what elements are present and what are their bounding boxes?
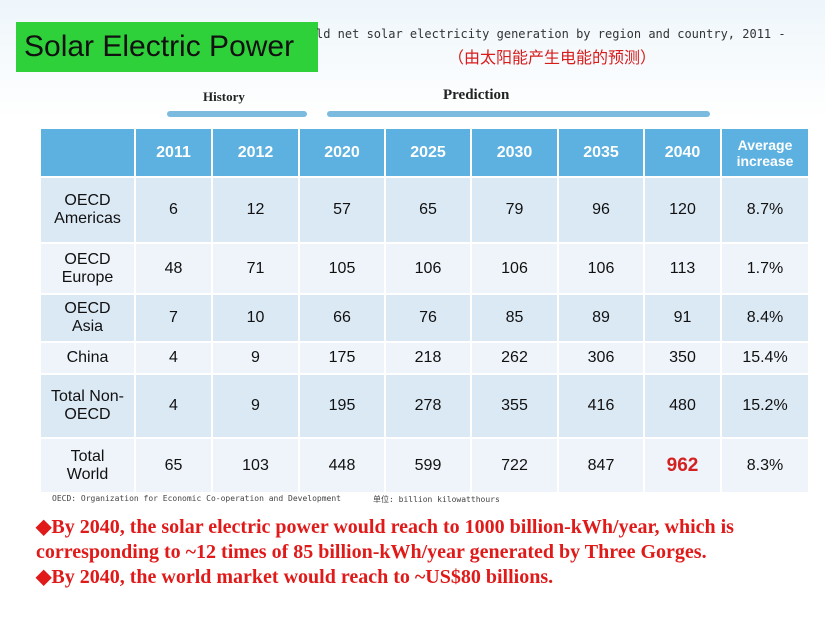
region-line: Total Non- xyxy=(51,388,124,405)
table-header-row: 2011 2012 2020 2025 2030 2035 2040 Avera… xyxy=(41,129,810,177)
region-line: Asia xyxy=(71,318,104,335)
highlighted-value-cell: 962 xyxy=(644,437,722,492)
region-line: Americas xyxy=(54,210,121,227)
bullet-list: ◆By 2040, the solar electric power would… xyxy=(36,515,816,590)
region-line: World xyxy=(66,465,109,483)
history-label: History xyxy=(203,89,245,104)
prediction-bracket xyxy=(327,111,710,117)
region-line: OECD xyxy=(64,192,111,209)
value-cell: 9 xyxy=(212,373,300,438)
value-cell: 71 xyxy=(212,242,300,294)
value-cell: 106 xyxy=(558,242,645,294)
value-cell: 85 xyxy=(471,293,559,342)
average-cell: 8.4% xyxy=(721,293,810,342)
column-header: 2020 xyxy=(299,129,386,177)
value-cell: 7 xyxy=(135,293,213,342)
value-cell: 66 xyxy=(299,293,386,342)
value-cell: 9 xyxy=(212,341,300,374)
value-cell: 91 xyxy=(644,293,722,342)
table-row: China 4 9 175 218 262 306 350 15.4% xyxy=(41,341,810,374)
column-header: 2025 xyxy=(385,129,472,177)
value-cell: 79 xyxy=(471,176,559,243)
value-cell: 448 xyxy=(299,437,386,492)
value-cell: 278 xyxy=(385,373,472,438)
value-cell: 262 xyxy=(471,341,559,374)
column-header xyxy=(41,129,136,177)
region-line: China xyxy=(66,349,109,366)
region-cell: Total World xyxy=(41,437,136,492)
value-cell: 722 xyxy=(471,437,559,492)
value-cell: 350 xyxy=(644,341,722,374)
bullet-point: ◆By 2040, the world market would reach t… xyxy=(36,566,554,588)
value-cell: 218 xyxy=(385,341,472,374)
value-cell: 195 xyxy=(299,373,386,438)
value-cell: 89 xyxy=(558,293,645,342)
value-cell: 105 xyxy=(299,242,386,294)
column-header: 2011 xyxy=(135,129,213,177)
history-bracket xyxy=(167,111,307,117)
region-cell: OECD Asia xyxy=(41,293,136,342)
region-line: OECD xyxy=(64,406,111,423)
table-row: Total World 65 103 448 599 722 847 962 8.… xyxy=(41,437,810,492)
table-row: OECD Europe 48 71 105 106 106 106 113 1.7… xyxy=(41,242,810,294)
slide-title: Solar Electric Power xyxy=(16,22,318,72)
region-line: Total xyxy=(70,447,105,465)
column-header: 2012 xyxy=(212,129,300,177)
value-cell: 175 xyxy=(299,341,386,374)
value-cell: 65 xyxy=(385,176,472,243)
table-row: OECD Americas 6 12 57 65 79 96 120 8.7% xyxy=(41,176,810,243)
table-source-title: ld net solar electricity generation by r… xyxy=(316,27,786,41)
value-cell: 10 xyxy=(212,293,300,342)
value-cell: 106 xyxy=(385,242,472,294)
column-header: 2030 xyxy=(471,129,559,177)
footnote-oecd: OECD: Organization for Economic Co-opera… xyxy=(52,494,341,503)
value-cell: 12 xyxy=(212,176,300,243)
value-cell: 355 xyxy=(471,373,559,438)
average-cell: 1.7% xyxy=(721,242,810,294)
table-chinese-title: （由太阳能产生电能的预测） xyxy=(448,48,657,67)
value-cell: 306 xyxy=(558,341,645,374)
table-row: OECD Asia 7 10 66 76 85 89 91 8.4% xyxy=(41,293,810,342)
region-cell: OECD Americas xyxy=(41,176,136,243)
region-line: Europe xyxy=(61,268,114,286)
average-cell: 15.2% xyxy=(721,373,810,438)
value-cell: 599 xyxy=(385,437,472,492)
average-cell: 15.4% xyxy=(721,341,810,374)
value-cell: 4 xyxy=(135,373,213,438)
value-cell: 48 xyxy=(135,242,213,294)
value-cell: 96 xyxy=(558,176,645,243)
value-cell: 847 xyxy=(558,437,645,492)
value-cell: 480 xyxy=(644,373,722,438)
value-cell: 103 xyxy=(212,437,300,492)
region-cell: OECD Europe xyxy=(41,242,136,294)
bullet-point: ◆By 2040, the solar electric power would… xyxy=(36,516,734,563)
region-cell: Total Non- OECD xyxy=(41,373,136,438)
value-cell: 120 xyxy=(644,176,722,243)
column-header-average-increase: Average increase xyxy=(721,129,810,177)
solar-generation-table: 2011 2012 2020 2025 2030 2035 2040 Avera… xyxy=(41,129,810,492)
column-header: 2040 xyxy=(644,129,722,177)
table-row: Total Non- OECD 4 9 195 278 355 416 480 1… xyxy=(41,373,810,438)
value-cell: 6 xyxy=(135,176,213,243)
region-line: OECD xyxy=(64,300,111,317)
value-cell: 65 xyxy=(135,437,213,492)
value-cell: 113 xyxy=(644,242,722,294)
value-cell: 106 xyxy=(471,242,559,294)
value-cell: 76 xyxy=(385,293,472,342)
average-cell: 8.3% xyxy=(721,437,810,492)
value-cell: 4 xyxy=(135,341,213,374)
region-cell: China xyxy=(41,341,136,374)
value-cell: 57 xyxy=(299,176,386,243)
average-cell: 8.7% xyxy=(721,176,810,243)
value-cell: 416 xyxy=(558,373,645,438)
region-line: OECD xyxy=(64,250,111,268)
column-header: 2035 xyxy=(558,129,645,177)
prediction-label: Prediction xyxy=(443,87,510,103)
footnote-unit: 单位: billion kilowatthours xyxy=(373,495,500,504)
